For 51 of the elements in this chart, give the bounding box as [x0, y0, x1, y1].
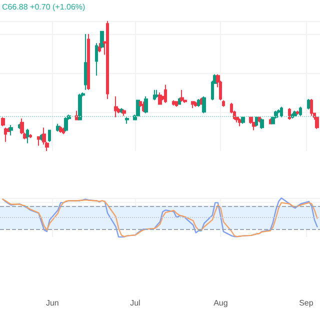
- candlestick: [258, 116, 261, 123]
- candlestick: [62, 127, 65, 135]
- candlestick: [310, 98, 313, 116]
- candlestick: [255, 116, 258, 127]
- candlestick: [29, 134, 32, 138]
- candlestick: [299, 106, 302, 116]
- candlestick: [1, 116, 5, 127]
- candlestick: [136, 100, 140, 116]
- candlestick: [315, 116, 319, 130]
- x-tick-label: Jul: [130, 298, 141, 308]
- candlestick: [48, 130, 51, 142]
- candlestick: [37, 136, 40, 146]
- candlestick: [178, 97, 181, 105]
- candlestick: [175, 101, 178, 108]
- candlestick: [144, 96, 148, 114]
- candlestick: [87, 34, 90, 90]
- candlestick: [125, 116, 129, 124]
- candlestick: [260, 118, 264, 130]
- x-tick-label: Aug: [214, 298, 228, 308]
- candlestick: [280, 106, 283, 118]
- text: C66.88 +0.70 (+1.06%): [2, 2, 86, 12]
- candlestick: [191, 101, 195, 109]
- candlestick: [153, 89, 156, 101]
- candlestick: [197, 98, 200, 108]
- candlestick: [288, 108, 291, 120]
- candlestick: [180, 89, 184, 102]
- candlestick: [98, 42, 101, 53]
- candlestick: [4, 127, 7, 142]
- candlestick: [296, 110, 300, 116]
- candlestick: [59, 126, 62, 134]
- candlestick: [164, 84, 167, 104]
- candlestick: [241, 116, 245, 124]
- candlestick: [106, 20, 109, 100]
- candlestick: [122, 108, 126, 116]
- candlestick: [158, 92, 162, 105]
- candlestick: [114, 96, 118, 118]
- candlestick: [100, 30, 104, 49]
- candlestick: [238, 118, 242, 127]
- x-tick-label: Jun: [46, 298, 59, 308]
- candlestick: [9, 124, 13, 136]
- x-tick-label: Sep: [299, 298, 314, 308]
- candlestick: [95, 42, 98, 76]
- candlestick: [120, 108, 123, 114]
- candlestick: [155, 89, 159, 98]
- candlestick: [78, 93, 82, 120]
- candlestick: [222, 100, 225, 108]
- candlestick: [26, 128, 29, 144]
- candlestick: [84, 34, 87, 90]
- candlestick: [64, 116, 68, 132]
- candlestick: [293, 110, 297, 116]
- candlestick: [202, 96, 206, 114]
